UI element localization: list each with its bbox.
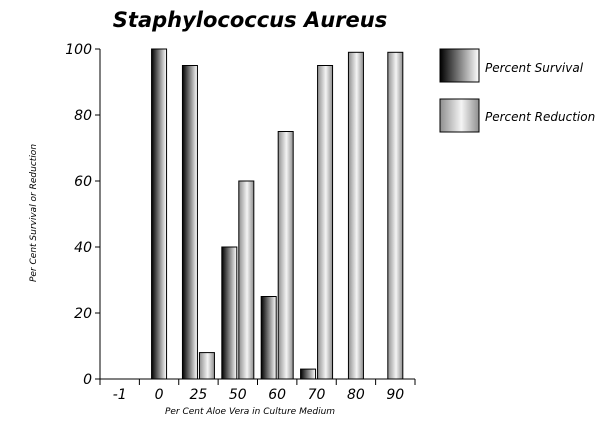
legend: Percent Survival Percent Reduction	[439, 48, 595, 133]
bar-reduction	[198, 352, 215, 380]
legend-label-survival: Percent Survival	[485, 61, 584, 75]
bar-reduction	[387, 51, 404, 380]
x-tick-label: 25	[190, 387, 208, 403]
axes	[99, 49, 415, 380]
x-tick-label: 80	[347, 387, 365, 403]
x-tick-label: -1	[113, 387, 127, 403]
bar-survival	[221, 246, 238, 380]
y-axis-label: Per Cent Survival or Reduction	[29, 144, 39, 282]
bar-survival	[151, 48, 168, 380]
x-tick-label: 90	[386, 387, 404, 403]
bar-survival	[260, 296, 277, 380]
bar-reduction	[347, 51, 364, 380]
y-ticks: 0 20 40 60 80 100	[65, 42, 100, 388]
y-tick-label: 20	[74, 306, 92, 322]
y-tick-label: 0	[83, 372, 92, 388]
x-tick-label: 70	[308, 387, 326, 403]
legend-swatch-reduction	[439, 98, 480, 133]
x-ticks: -1 0 25 50 60 70 80 90	[99, 379, 416, 403]
x-axis-label: Per Cent Aloe Vera in Culture Medium	[165, 407, 335, 417]
x-tick-label: 0	[155, 387, 164, 403]
legend-swatch-survival	[439, 48, 480, 83]
bar-reduction	[238, 180, 255, 380]
y-tick-label: 60	[74, 174, 92, 190]
bar-survival	[181, 65, 198, 380]
y-tick-label: 100	[65, 42, 92, 58]
chart-title: Staphylococcus Aureus	[113, 8, 387, 32]
x-tick-label: 60	[268, 387, 286, 403]
bar-reduction	[277, 131, 294, 380]
y-tick-label: 80	[74, 108, 92, 124]
x-tick-label: 50	[229, 387, 247, 403]
y-tick-label: 40	[74, 240, 92, 256]
bars	[151, 48, 404, 380]
bar-reduction	[317, 65, 334, 380]
bar-survival	[300, 368, 317, 380]
legend-label-reduction: Percent Reduction	[485, 110, 595, 124]
